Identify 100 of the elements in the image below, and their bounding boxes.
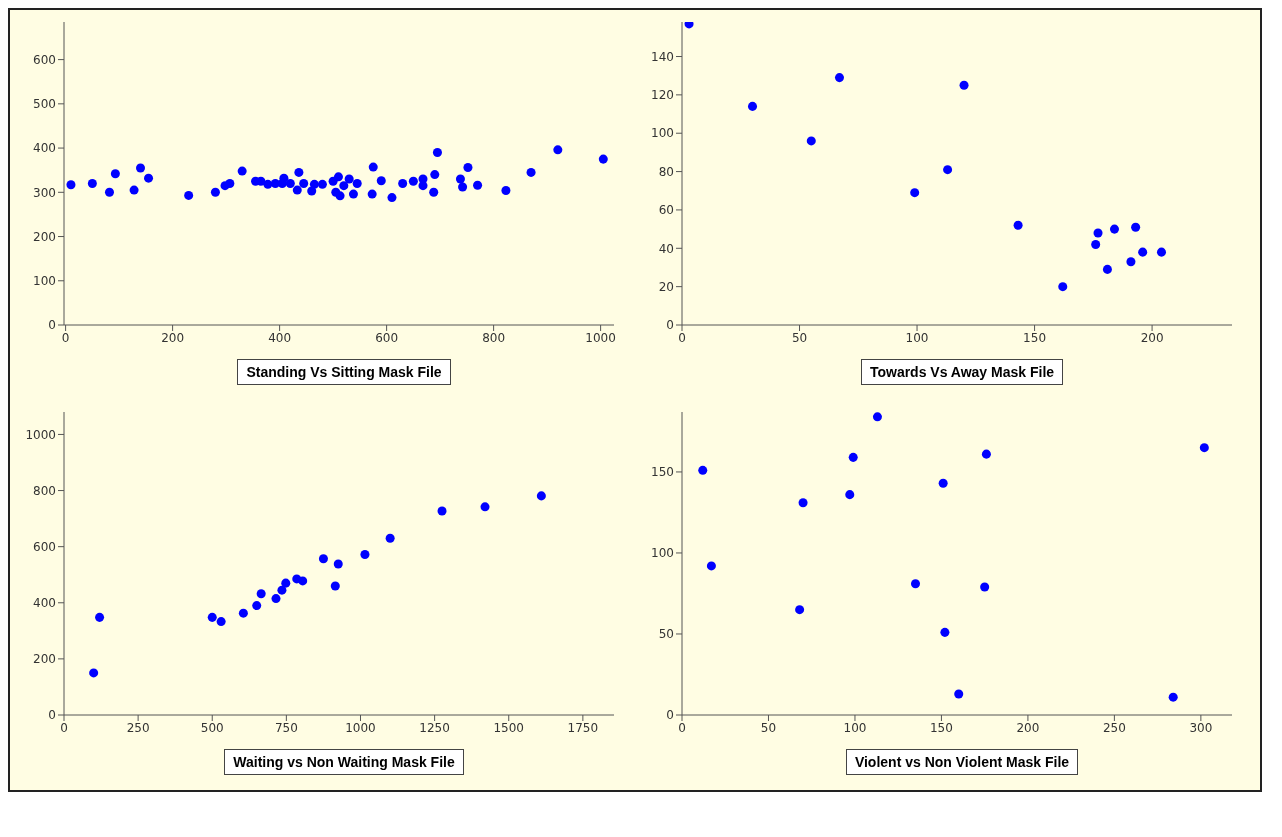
point (458, 182, 468, 192)
point (292, 185, 302, 195)
point (66, 180, 76, 190)
y-tick-label: 400 (33, 596, 56, 611)
x-tick-label: 0 (61, 330, 70, 345)
point (526, 167, 536, 177)
point (387, 193, 397, 203)
point (437, 506, 447, 516)
point (429, 187, 439, 197)
point (848, 452, 858, 462)
point (144, 173, 154, 183)
point (553, 145, 563, 155)
y-tick-label: 120 (651, 88, 674, 103)
point (1168, 692, 1178, 702)
point (798, 498, 808, 508)
point (398, 178, 408, 188)
y-tick-label: 600 (33, 539, 56, 554)
x-tick-label: 1250 (419, 720, 450, 735)
x-tick-label: 200 (1016, 720, 1040, 735)
point (318, 554, 328, 564)
x-tick-label: 250 (1102, 720, 1126, 735)
y-tick-label: 400 (33, 141, 56, 156)
point (910, 188, 920, 198)
x-tick-label: 400 (268, 330, 292, 345)
point (480, 502, 490, 512)
point (385, 533, 395, 543)
point (473, 180, 483, 190)
point (463, 163, 473, 173)
point (980, 582, 990, 592)
x-tick-label: 300 (1189, 720, 1213, 735)
point (408, 176, 418, 186)
x-axis-title: Standing Vs Sitting Mask File (237, 359, 451, 385)
x-tick-label: 100 (843, 720, 867, 735)
x-tick-label: 0 (60, 720, 68, 735)
point (216, 617, 226, 627)
y-tick-label: 100 (651, 126, 674, 141)
y-tick-label: 60 (658, 203, 674, 218)
point (1013, 220, 1023, 230)
point (943, 165, 953, 175)
point (294, 167, 304, 177)
x-tick-label: 100 (905, 330, 929, 345)
point (872, 412, 882, 422)
x-tick-label: 250 (126, 720, 150, 735)
x-axis-title: Violent vs Non Violent Mask File (845, 749, 1079, 775)
point (368, 162, 378, 172)
y-tick-label: 100 (33, 274, 56, 289)
point (367, 189, 377, 199)
point (954, 689, 964, 699)
point (104, 187, 114, 197)
point (207, 612, 217, 622)
point (110, 169, 120, 179)
point (795, 605, 805, 615)
point (432, 147, 442, 157)
point (135, 163, 146, 173)
point (225, 178, 235, 188)
point (455, 174, 465, 184)
point (940, 627, 950, 637)
point (748, 101, 758, 111)
y-tick-label: 20 (658, 279, 674, 294)
y-tick-label: 100 (651, 546, 674, 561)
x-axis-title: Towards Vs Away Mask File (860, 359, 1064, 385)
y-tick-label: 200 (33, 229, 56, 244)
x-tick-label: 0 (678, 720, 686, 735)
point (281, 578, 291, 588)
point (89, 668, 99, 678)
point (1093, 228, 1103, 238)
point (430, 170, 440, 180)
point (238, 608, 248, 618)
point (1126, 257, 1136, 267)
y-tick-label: 300 (33, 185, 56, 200)
point (1058, 282, 1068, 292)
point (285, 178, 295, 188)
point (344, 174, 354, 184)
point (981, 449, 991, 459)
point (95, 612, 105, 622)
x-tick-label: 600 (375, 330, 399, 345)
point (684, 22, 694, 29)
y-tick-label: 800 (33, 483, 56, 498)
point (330, 581, 340, 591)
point (299, 178, 309, 188)
point (1199, 443, 1209, 453)
y-tick-label: 40 (658, 241, 674, 256)
y-tick-label: 0 (48, 318, 56, 333)
point (252, 601, 262, 611)
x-tick-label: 50 (791, 330, 808, 345)
x-tick-label: 1000 (585, 330, 616, 345)
point (698, 465, 708, 475)
point (1102, 264, 1112, 274)
x-tick-label: 150 (1023, 330, 1047, 345)
point (845, 490, 855, 500)
point (1091, 239, 1101, 249)
point (376, 176, 386, 186)
y-tick-label: 80 (658, 164, 674, 179)
x-tick-label: 1500 (493, 720, 525, 735)
point (87, 178, 97, 188)
y-tick-label: 0 (666, 708, 674, 723)
point (309, 179, 319, 189)
point (335, 191, 345, 201)
y-tick-label: 50 (658, 627, 674, 642)
point (938, 478, 948, 488)
